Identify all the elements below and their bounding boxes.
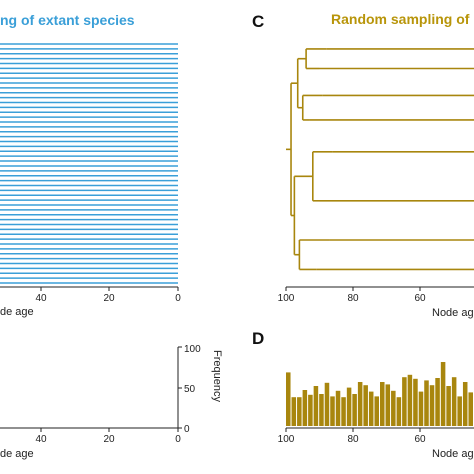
histogram-bar xyxy=(402,377,407,426)
y-tick-50: 50 xyxy=(184,384,196,395)
top-left-x-axis-label: de age xyxy=(0,306,34,318)
histogram-bar xyxy=(429,385,435,426)
histogram-bar xyxy=(357,382,363,426)
histogram-bar xyxy=(319,394,324,426)
histogram-bar xyxy=(335,390,341,426)
panel-d-x-axis-label: Node ag xyxy=(432,448,474,460)
panel-c-title: Random sampling of xyxy=(331,11,470,27)
histogram-bar xyxy=(308,394,313,426)
y-tick-0: 0 xyxy=(184,424,190,435)
histogram-bar xyxy=(407,374,413,426)
histogram-bar xyxy=(385,384,391,426)
histogram-bar xyxy=(418,391,424,426)
histogram-bar xyxy=(396,397,402,426)
random-histogram xyxy=(286,362,473,426)
extant-tip-lines xyxy=(0,43,178,284)
panel-c-x-axis-label: Node ag xyxy=(432,307,474,319)
panel-c-x-axis: 100 80 60 xyxy=(278,286,474,304)
histogram-bar xyxy=(352,394,357,426)
panel-b-title: ng of extant species xyxy=(0,12,135,28)
c-tick-60: 60 xyxy=(414,293,426,304)
histogram-bar xyxy=(302,390,308,426)
histogram-bar xyxy=(440,362,446,426)
c-tick-100: 100 xyxy=(278,293,295,304)
histogram-bar xyxy=(324,382,330,426)
histogram-bar xyxy=(313,386,319,426)
histogram-bar xyxy=(424,380,429,426)
d-tick-100: 100 xyxy=(278,434,295,445)
histogram-bar xyxy=(457,396,462,426)
d-tick-60: 60 xyxy=(414,434,426,445)
histogram-bar xyxy=(286,372,291,426)
histogram-bar xyxy=(380,382,385,426)
bl-tick-label-20: 20 xyxy=(103,434,115,445)
bottom-left-axes: 100 50 0 40 20 0 Frequency xyxy=(0,344,223,445)
histogram-bar xyxy=(446,386,451,426)
histogram-bar xyxy=(368,391,374,426)
panel-d-x-axis: 100 80 60 xyxy=(278,427,474,445)
tick-label-40: 40 xyxy=(35,293,47,304)
histogram-bar xyxy=(391,390,396,426)
c-tick-80: 80 xyxy=(347,293,359,304)
d-tick-80: 80 xyxy=(347,434,359,445)
histogram-bar xyxy=(374,396,379,426)
histogram-bar xyxy=(435,378,440,426)
random-tree xyxy=(286,48,474,271)
histogram-bar xyxy=(291,397,297,426)
histogram-bar xyxy=(462,382,468,426)
histogram-bar xyxy=(297,397,302,426)
bl-tick-label-0: 0 xyxy=(175,434,181,445)
histogram-bar xyxy=(413,378,418,426)
tick-label-0: 0 xyxy=(175,293,181,304)
histogram-bar xyxy=(451,377,457,426)
panel-c-letter: C xyxy=(252,12,264,31)
histogram-bar xyxy=(363,385,368,426)
histogram-bar xyxy=(341,397,346,426)
y-tick-100: 100 xyxy=(184,344,201,355)
top-left-x-axis: 40 20 0 xyxy=(0,286,181,304)
histogram-bar xyxy=(346,387,352,426)
bottom-left-x-axis-label: de age xyxy=(0,448,34,460)
panel-d-letter: D xyxy=(252,329,264,348)
frequency-axis-label: Frequency xyxy=(211,350,223,402)
bl-tick-label-40: 40 xyxy=(35,434,47,445)
histogram-bar xyxy=(330,396,335,426)
histogram-bar xyxy=(468,392,473,426)
tick-label-20: 20 xyxy=(103,293,115,304)
